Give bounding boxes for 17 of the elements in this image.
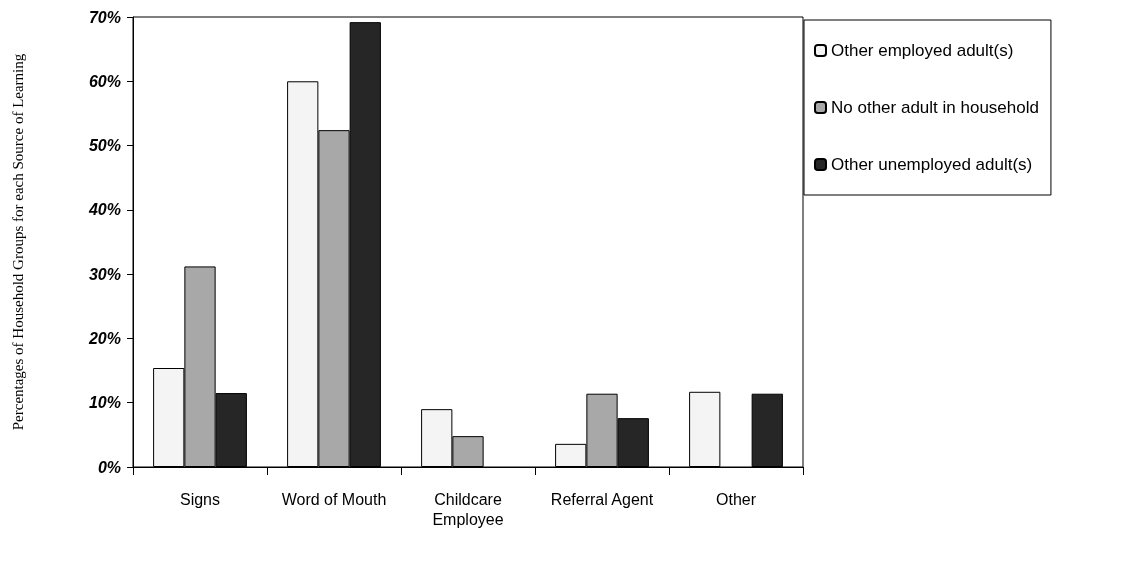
x-tick-label: Childcare Employee (432, 490, 504, 528)
x-tick-label: Referral Agent (550, 490, 654, 508)
y-tick-label: 20% (87, 329, 121, 347)
x-tick-label: Other (715, 490, 757, 508)
legend-label: Other employed adult(s) (831, 41, 1014, 60)
y-tick-label: 30% (88, 265, 121, 283)
y-tick-label: 0% (97, 458, 121, 476)
legend-label: Other unemployed adult(s) (831, 155, 1033, 174)
y-tick-label: 70% (88, 8, 121, 26)
legend-label: No other adult in household (831, 98, 1039, 117)
y-tick-label: 10% (88, 394, 121, 412)
y-tick-label: 50% (88, 137, 121, 155)
x-tick-label: Word of Mouth (281, 490, 387, 508)
y-tick-label: 40% (87, 201, 121, 219)
y-tick-label: 60% (88, 72, 121, 90)
x-tick-label: Signs (179, 490, 221, 508)
y-axis-title: Percentages of Household Groups for each Source of Learning (9, 53, 26, 431)
